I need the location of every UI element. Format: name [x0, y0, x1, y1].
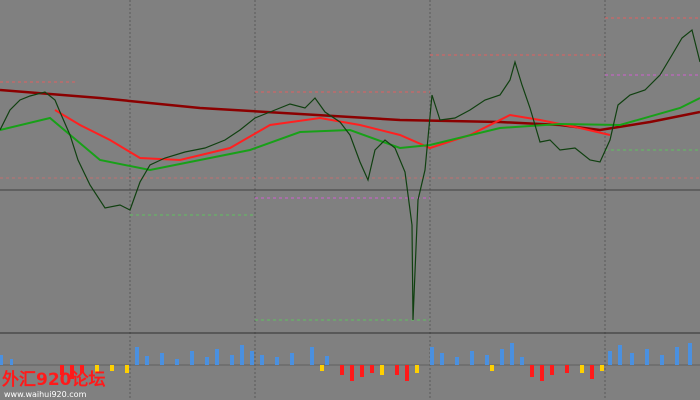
fast-ma: [0, 97, 700, 172]
histogram-up: [0, 343, 692, 365]
levels: [0, 17, 700, 321]
histogram-down: [60, 365, 594, 381]
price-series: [0, 28, 700, 321]
slow-ma: [0, 88, 700, 132]
watermark-title: 外汇920论坛: [2, 369, 106, 390]
watermark-url: www.waihui920.com: [4, 390, 87, 399]
